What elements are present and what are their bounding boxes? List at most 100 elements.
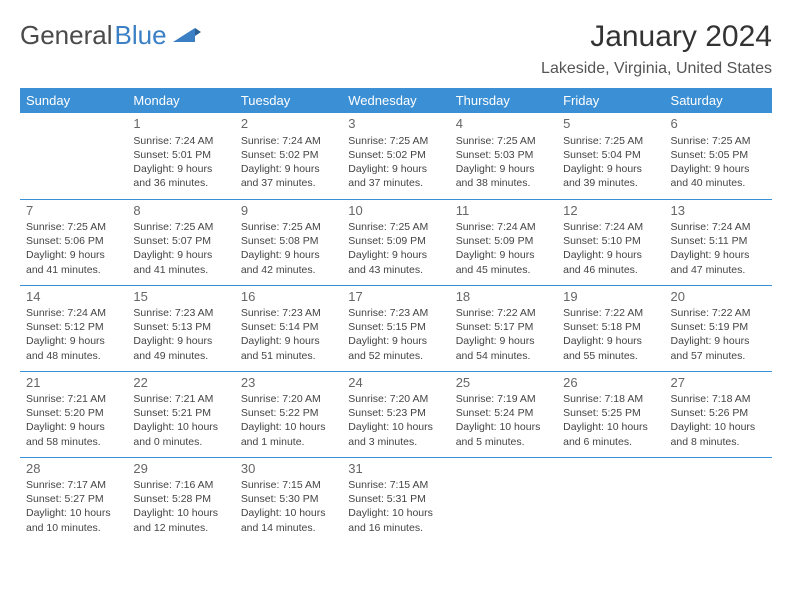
day-info-line: Sunrise: 7:18 AM (671, 392, 766, 406)
day-info-line: Sunrise: 7:22 AM (563, 306, 658, 320)
day-info-line: and 12 minutes. (133, 521, 228, 535)
day-info-line: Sunrise: 7:15 AM (348, 478, 443, 492)
day-info-line: and 5 minutes. (456, 435, 551, 449)
day-info-line: and 46 minutes. (563, 263, 658, 277)
day-header: Wednesday (342, 88, 449, 113)
calendar-cell: 20Sunrise: 7:22 AMSunset: 5:19 PMDayligh… (665, 285, 772, 371)
day-info-line: Daylight: 9 hours (241, 334, 336, 348)
day-info-line: and 14 minutes. (241, 521, 336, 535)
calendar-cell: 30Sunrise: 7:15 AMSunset: 5:30 PMDayligh… (235, 457, 342, 543)
title-block: January 2024 Lakeside, Virginia, United … (541, 20, 772, 78)
day-info-line: and 55 minutes. (563, 349, 658, 363)
day-info-line: and 41 minutes. (26, 263, 121, 277)
day-header: Thursday (450, 88, 557, 113)
day-info-line: and 36 minutes. (133, 176, 228, 190)
calendar-cell: 4Sunrise: 7:25 AMSunset: 5:03 PMDaylight… (450, 113, 557, 199)
day-info-line: and 3 minutes. (348, 435, 443, 449)
day-info-line: Sunrise: 7:25 AM (241, 220, 336, 234)
day-info-line: and 10 minutes. (26, 521, 121, 535)
day-info-line: and 54 minutes. (456, 349, 551, 363)
day-number: 27 (671, 374, 766, 392)
day-info-line: and 42 minutes. (241, 263, 336, 277)
day-number: 8 (133, 202, 228, 220)
day-info-line: Daylight: 9 hours (456, 248, 551, 262)
day-info-line: Sunrise: 7:24 AM (241, 134, 336, 148)
day-info-line: and 51 minutes. (241, 349, 336, 363)
day-info-line: Daylight: 9 hours (563, 248, 658, 262)
day-info-line: Daylight: 9 hours (563, 334, 658, 348)
day-info-line: Sunrise: 7:17 AM (26, 478, 121, 492)
day-header: Sunday (20, 88, 127, 113)
day-info-line: Sunset: 5:17 PM (456, 320, 551, 334)
day-header: Monday (127, 88, 234, 113)
calendar-cell: 11Sunrise: 7:24 AMSunset: 5:09 PMDayligh… (450, 199, 557, 285)
day-info-line: Daylight: 9 hours (133, 248, 228, 262)
day-info-line: Sunrise: 7:18 AM (563, 392, 658, 406)
day-info-line: Sunset: 5:19 PM (671, 320, 766, 334)
logo-text-blue: Blue (115, 20, 167, 51)
calendar-cell: 5Sunrise: 7:25 AMSunset: 5:04 PMDaylight… (557, 113, 664, 199)
day-number: 30 (241, 460, 336, 478)
day-info-line: and 49 minutes. (133, 349, 228, 363)
day-number: 29 (133, 460, 228, 478)
day-info-line: Sunset: 5:09 PM (456, 234, 551, 248)
day-number: 22 (133, 374, 228, 392)
calendar-cell: 18Sunrise: 7:22 AMSunset: 5:17 PMDayligh… (450, 285, 557, 371)
day-info-line: and 37 minutes. (241, 176, 336, 190)
day-info-line: Sunrise: 7:25 AM (348, 220, 443, 234)
location-label: Lakeside, Virginia, United States (541, 60, 772, 78)
day-info-line: Sunrise: 7:25 AM (133, 220, 228, 234)
calendar-cell: 14Sunrise: 7:24 AMSunset: 5:12 PMDayligh… (20, 285, 127, 371)
calendar-cell: 12Sunrise: 7:24 AMSunset: 5:10 PMDayligh… (557, 199, 664, 285)
day-number: 26 (563, 374, 658, 392)
day-info-line: Sunrise: 7:22 AM (456, 306, 551, 320)
day-number: 12 (563, 202, 658, 220)
day-info-line: Sunset: 5:04 PM (563, 148, 658, 162)
day-info-line: Sunset: 5:05 PM (671, 148, 766, 162)
day-info-line: Sunset: 5:08 PM (241, 234, 336, 248)
day-info-line: Daylight: 10 hours (241, 420, 336, 434)
day-info-line: Sunset: 5:02 PM (348, 148, 443, 162)
day-info-line: Sunrise: 7:16 AM (133, 478, 228, 492)
day-info-line: Sunrise: 7:23 AM (133, 306, 228, 320)
day-info-line: and 16 minutes. (348, 521, 443, 535)
day-number: 3 (348, 115, 443, 133)
day-number: 20 (671, 288, 766, 306)
day-info-line: Daylight: 9 hours (456, 334, 551, 348)
day-info-line: Sunset: 5:22 PM (241, 406, 336, 420)
calendar-week-row: 7Sunrise: 7:25 AMSunset: 5:06 PMDaylight… (20, 199, 772, 285)
calendar-week-row: 14Sunrise: 7:24 AMSunset: 5:12 PMDayligh… (20, 285, 772, 371)
day-info-line: and 57 minutes. (671, 349, 766, 363)
calendar-cell (557, 457, 664, 543)
day-number: 24 (348, 374, 443, 392)
day-info-line: Daylight: 10 hours (26, 506, 121, 520)
page-header: GeneralBlue January 2024 Lakeside, Virgi… (20, 20, 772, 78)
day-info-line: Sunset: 5:31 PM (348, 492, 443, 506)
day-info-line: Sunrise: 7:22 AM (671, 306, 766, 320)
day-info-line: Sunset: 5:07 PM (133, 234, 228, 248)
calendar-body: 1Sunrise: 7:24 AMSunset: 5:01 PMDaylight… (20, 113, 772, 543)
day-number: 6 (671, 115, 766, 133)
calendar-cell: 10Sunrise: 7:25 AMSunset: 5:09 PMDayligh… (342, 199, 449, 285)
day-info-line: Sunrise: 7:20 AM (348, 392, 443, 406)
day-info-line: Sunrise: 7:25 AM (348, 134, 443, 148)
day-header: Tuesday (235, 88, 342, 113)
day-header: Friday (557, 88, 664, 113)
day-info-line: Sunset: 5:20 PM (26, 406, 121, 420)
day-info-line: Sunset: 5:23 PM (348, 406, 443, 420)
day-info-line: Sunset: 5:27 PM (26, 492, 121, 506)
calendar-cell: 27Sunrise: 7:18 AMSunset: 5:26 PMDayligh… (665, 371, 772, 457)
day-info-line: and 45 minutes. (456, 263, 551, 277)
day-info-line: Daylight: 9 hours (26, 248, 121, 262)
day-info-line: and 41 minutes. (133, 263, 228, 277)
calendar-cell: 19Sunrise: 7:22 AMSunset: 5:18 PMDayligh… (557, 285, 664, 371)
calendar-cell (665, 457, 772, 543)
day-info-line: Daylight: 9 hours (563, 162, 658, 176)
day-header: Saturday (665, 88, 772, 113)
calendar-cell: 16Sunrise: 7:23 AMSunset: 5:14 PMDayligh… (235, 285, 342, 371)
calendar-cell: 6Sunrise: 7:25 AMSunset: 5:05 PMDaylight… (665, 113, 772, 199)
calendar-cell: 21Sunrise: 7:21 AMSunset: 5:20 PMDayligh… (20, 371, 127, 457)
day-info-line: Daylight: 9 hours (26, 420, 121, 434)
day-info-line: Sunset: 5:09 PM (348, 234, 443, 248)
day-info-line: and 48 minutes. (26, 349, 121, 363)
